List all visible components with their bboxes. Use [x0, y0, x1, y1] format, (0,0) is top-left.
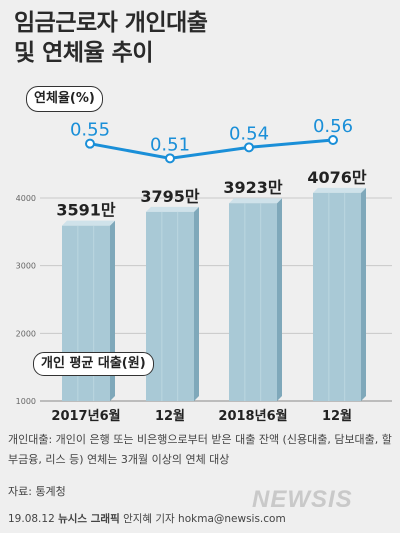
- source: 자료: 통계청: [8, 485, 66, 498]
- bar-value-label: 3795만: [140, 187, 200, 206]
- bar-top: [62, 220, 115, 226]
- credit-line: 19.08.12 뉴시스 그래픽 안지혜 기자 hokma@newsis.com: [8, 511, 286, 526]
- rate-value-label: 0.54: [229, 123, 269, 144]
- bar-value-label: 4076만: [307, 168, 367, 187]
- chart-title: 임금근로자 개인대출 및 연체율 추이: [14, 10, 208, 66]
- bar: [313, 192, 361, 401]
- bar-side: [361, 187, 366, 401]
- y-tick-label: 2000: [16, 329, 36, 338]
- bar: [229, 203, 277, 401]
- bar-side: [194, 206, 199, 401]
- bar-top: [229, 198, 282, 204]
- credit-agency: 뉴시스 그래픽: [58, 513, 120, 525]
- y-tick-label: 4000: [16, 194, 36, 203]
- x-category-label: 12월: [322, 408, 352, 424]
- footnote: 개인대출: 개인이 은행 또는 비은행으로부터 받은 대출 잔액 (신용대출, …: [8, 433, 392, 466]
- x-category-label: 2018년6월: [218, 408, 287, 424]
- rate-value-label: 0.51: [150, 134, 190, 155]
- rate-value-label: 0.56: [313, 116, 353, 137]
- rate-point: [244, 142, 254, 153]
- bar-top: [313, 187, 366, 193]
- bar-value-label: 3923만: [223, 178, 283, 197]
- loan-axis-label: 개인 평균 대출(원): [33, 352, 154, 376]
- bar-value-label: 3591만: [56, 201, 116, 220]
- rate-point: [328, 135, 338, 145]
- rate-series-label: 연체율(%): [26, 86, 103, 112]
- credit-author: 안지혜 기자 hokma@newsis.com: [123, 513, 286, 525]
- bar-top: [146, 206, 199, 212]
- bar: [146, 211, 194, 401]
- rate-point: [165, 153, 175, 164]
- rate-line: [89, 138, 334, 160]
- x-category-label: 12월: [155, 408, 185, 424]
- credit-date: 19.08.12: [8, 513, 55, 525]
- newsis-watermark: NEWSIS: [252, 486, 353, 513]
- x-category-label: 2017년6월: [51, 408, 120, 424]
- rate-value-label: 0.55: [70, 120, 110, 141]
- y-tick-label: 1000: [16, 397, 36, 406]
- rate-point: [85, 138, 95, 149]
- y-tick-label: 3000: [16, 262, 36, 271]
- bar-side: [277, 198, 282, 401]
